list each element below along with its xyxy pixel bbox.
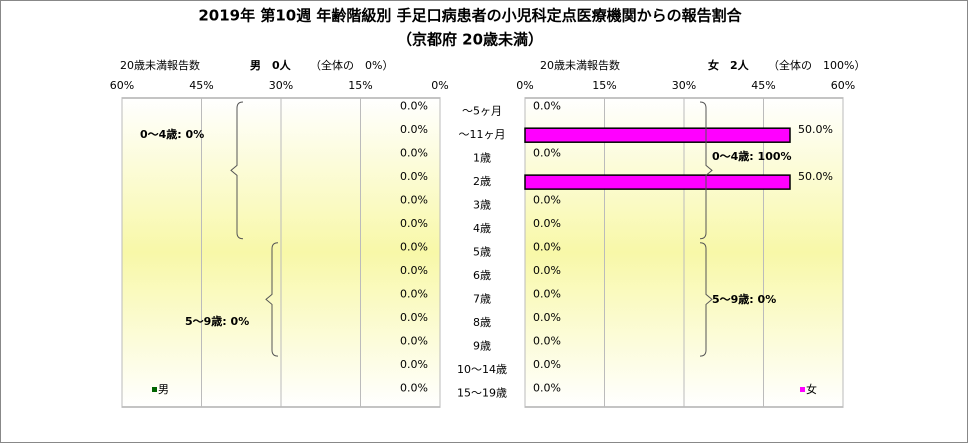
x-tick-label: 60%: [831, 79, 855, 92]
value-label: 0.0%: [400, 147, 428, 160]
header-share: （全体の 0%）: [310, 58, 393, 72]
bar: [524, 127, 791, 143]
annotation: 5～9歳: 0%: [712, 292, 776, 306]
annotation: 0～4歳: 0%: [140, 127, 204, 141]
value-label: 50.0%: [798, 123, 833, 136]
x-tick-label: 60%: [110, 79, 134, 92]
value-label: 0.0%: [533, 217, 561, 230]
bracket: [265, 242, 279, 357]
bracket: [230, 101, 244, 240]
category-label: 15～19歳: [457, 386, 507, 399]
legend-swatch: [152, 387, 157, 392]
category-label: 5歳: [473, 246, 491, 259]
value-label: 0.0%: [400, 123, 428, 136]
header-label: 20歳未満報告数: [540, 59, 620, 72]
chart-title: 2019年 第10週 年齢階級別 手足口病患者の小児科定点医療機関からの報告割合: [198, 7, 742, 25]
category-label: ～5ヶ月: [462, 105, 502, 118]
legend-swatch: [800, 387, 805, 392]
legend-label: 男: [158, 383, 169, 396]
value-label: 0.0%: [400, 381, 428, 394]
category-label: 10～14歳: [457, 363, 507, 376]
annotation: 0～4歳: 100%: [712, 149, 792, 163]
value-label: 0.0%: [533, 381, 561, 394]
value-label: 0.0%: [400, 287, 428, 300]
value-label: 0.0%: [533, 100, 561, 113]
annotation: 5～9歳: 0%: [185, 314, 249, 328]
category-label: 4歳: [473, 222, 491, 235]
x-tick-label: 0%: [516, 79, 533, 92]
category-label: 6歳: [473, 269, 491, 282]
value-label: 0.0%: [400, 358, 428, 371]
category-label: 9歳: [473, 339, 491, 352]
value-label: 0.0%: [533, 264, 561, 277]
legend-label: 女: [806, 382, 817, 396]
x-tick-label: 30%: [672, 79, 696, 92]
value-label: 0.0%: [400, 194, 428, 207]
value-label: 0.0%: [400, 241, 428, 254]
category-label: 8歳: [473, 316, 491, 329]
value-label: 0.0%: [533, 311, 561, 324]
header-share: （全体の 100%）: [768, 58, 865, 72]
category-label: 1歳: [473, 152, 491, 165]
value-label: 0.0%: [400, 170, 428, 183]
x-tick-label: 0%: [431, 79, 448, 92]
category-label: 2歳: [473, 175, 491, 188]
value-label: 0.0%: [400, 334, 428, 347]
category-label: ～11ヶ月: [459, 128, 506, 141]
header-count: 男 0人: [250, 58, 292, 72]
x-tick-label: 15%: [592, 79, 616, 92]
bracket: [699, 242, 713, 357]
bracket: [699, 101, 713, 240]
value-label: 0.0%: [533, 334, 561, 347]
category-label: 7歳: [473, 292, 491, 305]
value-label: 0.0%: [533, 358, 561, 371]
value-label: 0.0%: [400, 311, 428, 324]
header-count: 女 2人: [708, 58, 750, 72]
value-label: 0.0%: [533, 194, 561, 207]
category-label: 3歳: [473, 199, 491, 212]
x-tick-label: 30%: [269, 79, 293, 92]
value-label: 0.0%: [533, 287, 561, 300]
value-label: 0.0%: [533, 241, 561, 254]
x-tick-label: 45%: [751, 79, 775, 92]
value-label: 0.0%: [400, 217, 428, 230]
chart-subtitle: （京都府 20歳未満）: [397, 31, 543, 49]
value-label: 0.0%: [400, 264, 428, 277]
x-tick-label: 45%: [189, 79, 213, 92]
value-label: 50.0%: [798, 170, 833, 183]
value-label: 0.0%: [400, 100, 428, 113]
header-label: 20歳未満報告数: [120, 59, 200, 72]
bar: [524, 174, 791, 190]
x-tick-label: 15%: [348, 79, 372, 92]
value-label: 0.0%: [533, 147, 561, 160]
